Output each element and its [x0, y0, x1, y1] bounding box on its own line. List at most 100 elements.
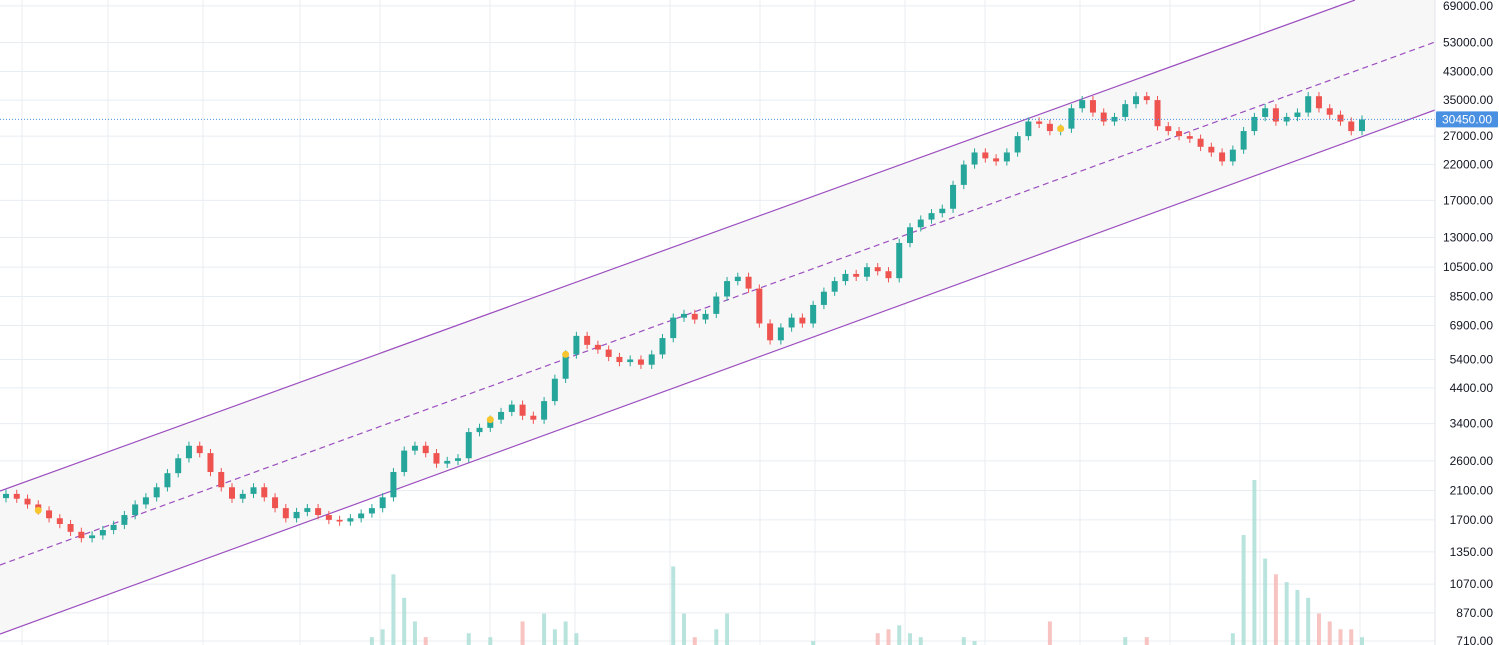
volume-bar: [811, 641, 816, 645]
y-tick-label: 4400.00: [1450, 381, 1494, 395]
volume-bar: [886, 629, 891, 645]
candle-body: [282, 508, 289, 519]
candle-body: [659, 338, 666, 355]
y-tick-label: 22000.00: [1443, 158, 1493, 172]
candle-body: [46, 510, 53, 519]
candle-body: [498, 411, 505, 420]
candle-body: [594, 344, 601, 350]
volume-bar: [1144, 637, 1149, 645]
candle-body: [207, 453, 214, 473]
candle-body: [1262, 108, 1269, 117]
y-tick-label: 3400.00: [1450, 417, 1494, 431]
candle-body: [530, 415, 537, 420]
y-tick-label: 1070.00: [1450, 577, 1494, 591]
volume-bar: [542, 613, 547, 645]
candle-body: [1122, 104, 1129, 117]
event-markers: [34, 125, 1065, 514]
candle-body: [1154, 100, 1161, 127]
y-tick-label: 8500.00: [1450, 290, 1494, 304]
candle-body: [1305, 96, 1312, 113]
candle-body: [562, 354, 569, 379]
candle-body: [1003, 152, 1010, 162]
volume-bar: [1252, 480, 1257, 645]
volume-bar: [574, 633, 579, 645]
candle-body: [605, 349, 612, 357]
candle-body: [1176, 131, 1183, 137]
channel-fill: [0, 0, 1435, 634]
candle-body: [788, 317, 795, 328]
y-tick-label: 6900.00: [1450, 318, 1494, 332]
candle-body: [541, 401, 548, 420]
candle-body: [702, 313, 709, 320]
channel-upper-line: [0, 0, 1356, 492]
volume-bar: [1263, 558, 1268, 645]
candle-body: [1283, 116, 1290, 122]
volume-bar: [671, 566, 676, 645]
candle-body: [863, 267, 870, 277]
y-tick-label: 13000.00: [1443, 231, 1493, 245]
candle-body: [734, 276, 741, 282]
y-tick-label: 10500.00: [1443, 260, 1493, 274]
candle-body: [218, 472, 225, 488]
candle-body: [24, 498, 31, 505]
candle-body: [1240, 131, 1247, 150]
y-tick-label: 5400.00: [1450, 352, 1494, 366]
y-tick-label: 35000.00: [1443, 93, 1493, 107]
candle-body: [411, 445, 418, 451]
candle-body: [476, 427, 483, 433]
candle-body: [885, 271, 892, 279]
volume-bar: [875, 633, 880, 645]
candle-body: [1186, 136, 1193, 139]
candle-body: [842, 273, 849, 282]
candle-body: [315, 508, 322, 516]
volume-bars: [369, 480, 1364, 645]
volume-bar: [1360, 637, 1364, 645]
candle-body: [1348, 121, 1355, 132]
candle-body: [132, 504, 139, 516]
volume-bar: [682, 613, 686, 645]
candle-body: [670, 317, 677, 339]
candle-body: [928, 213, 935, 220]
candle-body: [971, 152, 978, 165]
candle-body: [1036, 121, 1043, 124]
candle-body: [1219, 152, 1226, 162]
volume-bar: [1349, 629, 1354, 645]
volume-bar: [1230, 633, 1235, 645]
y-tick-label: 53000.00: [1443, 36, 1493, 50]
volume-bar: [466, 633, 471, 645]
candle-body: [175, 458, 182, 474]
candle-body: [1229, 149, 1236, 162]
candle-body: [261, 487, 268, 498]
candle-body: [336, 519, 343, 522]
volume-bar: [1338, 629, 1343, 645]
candle-body: [1046, 123, 1053, 132]
y-tick-label: 69000.00: [1443, 0, 1493, 13]
candle-body: [67, 524, 74, 532]
candle-body: [78, 531, 85, 539]
candle-body: [907, 227, 913, 243]
volume-bar: [918, 637, 923, 645]
candle-body: [368, 508, 375, 514]
y-tick-label: 710.00: [1456, 634, 1493, 645]
candle-body: [573, 335, 580, 355]
volume-bar: [1123, 637, 1128, 645]
candle-body: [487, 419, 494, 428]
current-price-tag: 30450.00: [1436, 111, 1498, 128]
candle-body: [1315, 96, 1322, 109]
candle-body: [950, 184, 957, 209]
candle-body: [1272, 108, 1279, 122]
event-dot-marker: [486, 416, 494, 424]
candle-body: [584, 335, 591, 345]
candle-body: [325, 515, 332, 520]
candle-body: [401, 450, 408, 473]
candle-body: [1197, 138, 1204, 147]
event-dot-marker: [562, 350, 570, 358]
price-axis[interactable]: 69000.00 53000.00 43000.00 35000.00 27000.00…: [1434, 0, 1494, 645]
candle-body: [691, 313, 698, 320]
candle-body: [272, 497, 279, 509]
candle-body: [831, 281, 838, 292]
y-tick-label: 2600.00: [1450, 454, 1494, 468]
candle-body: [56, 518, 63, 525]
volume-bar: [1284, 582, 1289, 645]
